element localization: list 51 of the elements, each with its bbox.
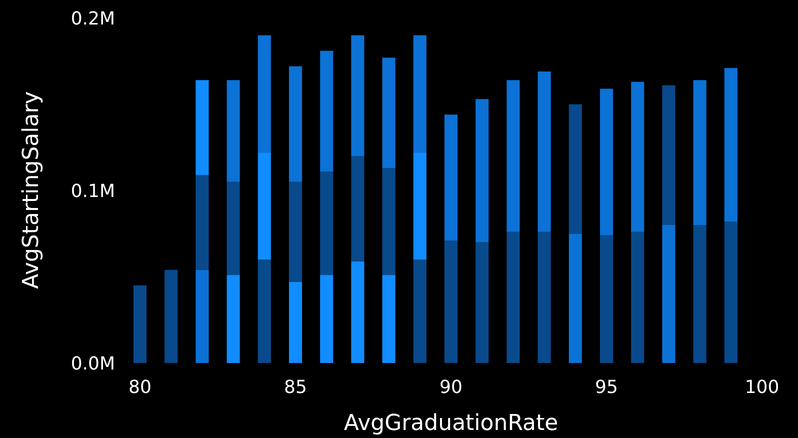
y-tick-label: 0.1M <box>70 180 115 202</box>
bar <box>476 99 489 242</box>
bar <box>258 260 271 363</box>
bar <box>693 225 706 363</box>
bar <box>506 80 520 232</box>
x-tick-label: 85 <box>284 377 307 398</box>
y-tick-label: 0.2M <box>70 8 115 30</box>
bar <box>444 240 458 363</box>
bar <box>258 35 271 153</box>
bar <box>693 80 706 225</box>
bar <box>382 275 396 363</box>
x-tick-label: 95 <box>595 377 618 398</box>
y-axis-title: AvgStartingSalary <box>19 91 44 289</box>
bar <box>288 66 302 182</box>
bar <box>476 242 489 363</box>
bar <box>196 80 209 175</box>
x-axis-title: AvgGraduationRate <box>344 411 558 436</box>
bar <box>226 275 240 363</box>
bar <box>288 182 302 282</box>
bar <box>320 50 334 172</box>
bar <box>413 152 426 260</box>
bar <box>133 285 147 363</box>
bar <box>320 172 334 276</box>
y-tick-label: 0.0M <box>70 353 115 374</box>
bar <box>288 282 302 363</box>
bar <box>320 275 334 363</box>
bar <box>600 235 614 363</box>
bar <box>413 35 426 153</box>
bar <box>351 261 364 363</box>
bar <box>413 260 426 363</box>
bar <box>226 182 240 276</box>
bar <box>538 71 551 232</box>
x-tick-label: 80 <box>128 377 152 398</box>
bar <box>382 58 396 168</box>
bar <box>631 82 644 232</box>
bar <box>226 80 240 182</box>
bar <box>724 68 738 222</box>
bar <box>631 232 644 363</box>
bar <box>351 156 364 262</box>
bar <box>444 114 458 241</box>
bar <box>724 222 738 363</box>
bar <box>164 270 178 363</box>
bar <box>351 35 364 156</box>
bar <box>382 168 396 276</box>
bar <box>196 174 209 270</box>
x-tick-label: 90 <box>440 377 462 398</box>
bar <box>538 232 551 363</box>
x-tick-label: 100 <box>744 377 780 398</box>
bar <box>258 152 271 260</box>
bar <box>506 232 520 363</box>
bar <box>600 88 614 236</box>
